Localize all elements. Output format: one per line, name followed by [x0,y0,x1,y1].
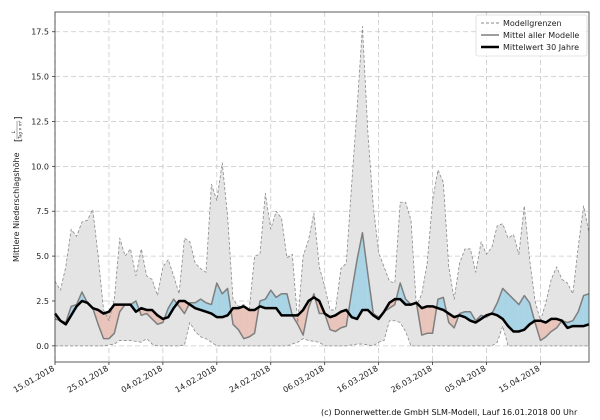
above-normal-fill [518,295,525,332]
above-normal-fill [497,288,503,319]
y-tick-label: 10.0 [31,162,49,171]
below-normal-fill [108,304,115,339]
above-normal-fill [270,290,277,309]
lines [54,25,590,347]
x-tick-label: 24.02.2018 [228,364,272,395]
below-normal-fill [98,309,104,339]
y-tick-label: 17.5 [31,28,49,37]
x-axis: 15.01.2018 25.01.2018 04.02.2018 14.02.2018… [12,362,541,395]
x-tick-label: 25.01.2018 [66,364,110,395]
y-axis-label-text: Mittlere Niederschlagshöhe [12,152,21,262]
above-normal-fill [265,290,271,309]
below-normal-fill [427,306,433,334]
y-axis-unit-denominator: Tag × m² [18,120,23,139]
below-normal-fill [340,309,347,328]
above-normal-fill [513,299,519,332]
y-tick-label: 12.5 [31,117,49,126]
y-tick-label: 7.5 [36,207,49,216]
climate-mean-line [54,296,590,333]
x-tick-label: 06.03.2018 [282,364,326,395]
x-tick-label: 15.01.2018 [12,364,56,395]
upper-bound-line [54,25,590,323]
below-normal-fill [335,311,341,332]
footer-credit: (c) Donnerwetter.de GmbH SLM-Modell, Lau… [321,408,578,417]
below-normal-fill [540,320,546,341]
above-normal-fill [437,297,444,310]
y-tick-label: 5.0 [36,252,49,261]
above-normal-fill [276,293,282,316]
y-tick-label: 15.0 [31,73,49,82]
legend-label-model-mean: Mittel aller Modelle [503,31,579,40]
legend: Modellgrenzen Mittel aller Modelle Mitte… [475,14,588,57]
y-axis-unit-numerator: L [11,130,17,133]
below-normal-fill [330,315,336,332]
y-axis-unit-bracket-close: ] [14,116,24,120]
y-tick-label: 0.0 [36,342,49,351]
below-normal-fill [421,306,428,336]
plot-frame [54,11,590,363]
x-tick-label: 16.03.2018 [335,364,379,395]
y-tick-label: 2.5 [36,297,49,306]
above-normal-fill [362,232,368,310]
above-normal-fill [281,293,287,316]
above-normal-fill [206,302,212,314]
x-tick-label: 26.03.2018 [389,364,433,395]
lower-bound-line [55,320,589,347]
above-normal-fill [351,259,358,319]
model-mean-line [54,232,590,342]
x-tick-label: 15.04.2018 [497,364,541,395]
below-normal-fill [233,308,239,330]
above-normal-fill [211,283,217,318]
below-normal-fill [179,300,185,314]
y-axis-label: Mittlere Niederschlagshöhe L Tag × m² [ … [11,116,24,262]
above-normal-fill [583,293,589,327]
above-normal-fill [578,295,584,327]
fills [55,26,589,346]
y-axis: 0.0 2.5 5.0 7.5 10.0 12.5 15.0 17.5 [31,28,55,351]
x-tick-label: 04.02.2018 [120,364,164,395]
legend-box [475,14,588,57]
above-normal-fill [222,288,228,318]
below-normal-fill [152,309,158,325]
model-range-band [55,26,589,346]
above-normal-fill [502,288,509,327]
above-normal-fill [508,293,514,332]
below-normal-fill [297,309,304,336]
below-normal-fill [243,306,250,339]
below-normal-fill [249,309,255,337]
legend-label-climate: Mittelwert 30 Jahre [503,43,579,52]
x-tick-label: 05.04.2018 [443,364,487,395]
y-axis-unit-bracket-open: [ [14,138,24,142]
above-normal-fill [524,295,530,330]
legend-label-bounds: Modellgrenzen [503,19,562,28]
x-tick-label: 14.02.2018 [174,364,218,395]
